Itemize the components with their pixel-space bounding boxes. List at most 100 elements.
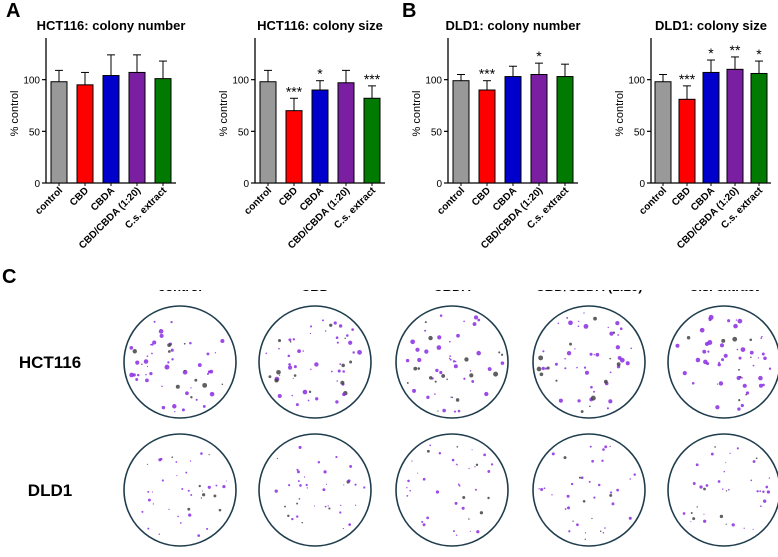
colony-dot: [146, 463, 149, 465]
colony-dot: [567, 506, 571, 510]
colony-dot: [176, 475, 178, 477]
colony-dot: [324, 505, 327, 508]
colony-dot: [725, 462, 727, 464]
colony-dot: [274, 489, 278, 493]
colony-dot: [323, 470, 327, 474]
significance-marker: *: [708, 45, 714, 61]
colony-dot: [593, 496, 596, 499]
colony-dot: [330, 370, 333, 373]
colony-dot: [732, 336, 738, 342]
colony-dot: [591, 517, 593, 520]
colony-dot: [206, 527, 209, 530]
colony-dot: [225, 480, 227, 482]
colony-dot: [188, 513, 192, 517]
panel-label-a: A: [6, 0, 21, 22]
colony-dot: [288, 338, 292, 342]
colony-dot: [590, 385, 593, 389]
colony-dot: [484, 391, 489, 397]
significance-marker: *: [756, 46, 762, 62]
colony-dot: [699, 485, 703, 489]
colony-dot: [295, 403, 299, 407]
colony-dot: [762, 499, 767, 503]
colony-dot: [487, 496, 490, 500]
colony-dot: [289, 341, 292, 343]
colony-dot: [200, 497, 203, 499]
colony-dot: [417, 367, 421, 370]
colony-dot: [589, 445, 592, 448]
colony-dot: [291, 394, 293, 397]
colony-dot: [583, 323, 589, 329]
colony-dot: [172, 404, 177, 409]
colony-dot: [161, 405, 166, 410]
colony-dot: [608, 399, 613, 404]
colony-dot: [438, 452, 442, 455]
colony-dot: [740, 347, 746, 352]
colony-dot: [749, 350, 754, 355]
colony-dot: [682, 371, 687, 376]
colony-dot: [287, 354, 291, 358]
colony-dot: [407, 479, 410, 483]
colony-dot: [554, 362, 558, 366]
dish-outline: [532, 305, 646, 419]
colony-dot: [347, 479, 351, 483]
bar-charts: HCT116: colony number% control050100cont…: [9, 18, 771, 251]
colony-dot: [429, 444, 432, 447]
colony-dot: [327, 505, 329, 507]
colony-dot: [558, 398, 563, 403]
colony-dot: [167, 350, 171, 353]
colony-dot: [147, 498, 151, 502]
bar: [76, 84, 94, 184]
colony-dot: [348, 340, 353, 345]
colony-dot: [308, 390, 312, 394]
colony-dot: [338, 324, 343, 328]
colony-dot: [207, 370, 211, 374]
colony-dot: [340, 380, 345, 385]
colony-dot: [455, 398, 460, 402]
colony-dot: [135, 378, 139, 381]
colony-dot: [475, 463, 479, 467]
colony-dot: [589, 405, 591, 408]
colony-dot: [576, 366, 578, 369]
dish-outline: [667, 433, 778, 547]
significance-marker: *: [536, 48, 542, 64]
colony-dot: [457, 409, 461, 413]
colony-dot: [546, 366, 550, 370]
y-tick-label: 50: [29, 127, 41, 138]
colony-dot: [424, 329, 427, 332]
colony-dot: [471, 449, 473, 451]
colony-dot: [206, 352, 210, 356]
colony-dot: [766, 490, 771, 494]
dish-outline: [532, 433, 646, 547]
colony-dot: [422, 523, 426, 527]
colony-dot: [743, 527, 745, 529]
colony-dot: [762, 490, 765, 493]
colony-dot: [158, 329, 164, 334]
colony-dot: [706, 362, 710, 366]
colony-dot: [220, 338, 225, 344]
colony-dot: [421, 520, 424, 523]
colony-dot: [609, 331, 614, 336]
colony-dot: [745, 393, 747, 396]
colony-dish: [532, 433, 646, 547]
colony-dot: [750, 479, 753, 482]
colony-dot: [716, 383, 719, 385]
significance-marker: ***: [679, 71, 696, 87]
colony-dot: [568, 320, 573, 326]
colony-dot: [202, 382, 208, 388]
colony-dot: [695, 463, 699, 467]
colony-dot: [731, 523, 735, 527]
colony-dot: [187, 489, 190, 492]
colony-dot: [463, 377, 466, 380]
colony-dot: [206, 372, 210, 375]
colony-dot: [215, 484, 218, 487]
colony-dot: [755, 457, 758, 460]
colony-dot: [346, 334, 349, 337]
colony-dot: [310, 368, 312, 371]
colony-dot: [309, 332, 312, 335]
colony-dot: [405, 358, 410, 363]
colony-dot: [717, 362, 721, 367]
colony-dot: [536, 366, 542, 372]
colony-dot: [437, 410, 439, 412]
dish-row-label: DLD1: [28, 481, 72, 500]
colony-dot: [566, 350, 572, 356]
